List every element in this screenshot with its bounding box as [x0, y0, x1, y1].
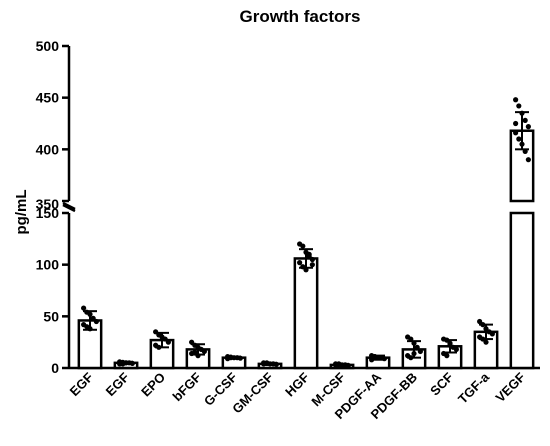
data-point	[264, 360, 270, 366]
y-axis-label: pg/mL	[13, 190, 30, 235]
data-point	[303, 267, 309, 273]
category-label: EPO	[138, 370, 168, 400]
y-tick-label: 500	[36, 38, 60, 54]
data-point	[408, 336, 414, 342]
y-tick-label: 50	[43, 308, 59, 324]
data-point	[522, 117, 528, 123]
data-point	[87, 326, 93, 332]
category-label: TGF-a	[455, 369, 493, 407]
data-point	[228, 355, 234, 361]
data-point	[189, 339, 195, 345]
data-point	[480, 336, 486, 342]
data-point	[447, 342, 453, 348]
data-point	[165, 339, 171, 345]
data-point	[87, 311, 93, 317]
data-point	[477, 318, 483, 325]
bar	[509, 211, 535, 370]
data-point	[516, 136, 522, 142]
data-point	[309, 256, 315, 263]
data-point	[90, 315, 96, 321]
category-label: EGF	[67, 369, 97, 399]
data-point	[408, 355, 414, 361]
axis-break-mark	[62, 203, 76, 213]
data-point	[519, 141, 525, 147]
data-point	[273, 361, 279, 367]
data-point	[237, 355, 243, 361]
y-tick-label: 0	[51, 360, 59, 376]
axes: 350 400 450 500 0 50 100 150	[36, 38, 540, 376]
data-point	[522, 148, 528, 154]
data-point	[300, 243, 306, 249]
data-point	[513, 120, 519, 127]
data-point	[336, 361, 342, 367]
data-point	[513, 97, 519, 103]
y-tick-label: 450	[36, 90, 60, 106]
category-label: HGF	[282, 369, 312, 399]
data-point	[414, 344, 420, 350]
data-point	[372, 354, 378, 360]
data-point	[369, 357, 375, 363]
data-point	[489, 331, 495, 337]
data-point	[444, 337, 450, 343]
y-tick-label: 100	[36, 257, 60, 273]
y-tick-label: 350	[36, 196, 60, 212]
bars-layer	[77, 97, 535, 370]
data-point	[525, 157, 531, 163]
category-label: VEGF	[492, 369, 528, 405]
category-label: SCF	[427, 369, 456, 398]
category-label: EGF	[103, 369, 133, 399]
chart-title: Growth factors	[240, 7, 361, 26]
data-point	[297, 260, 303, 266]
data-point	[525, 124, 531, 130]
data-point	[345, 362, 351, 369]
data-point	[195, 353, 201, 359]
data-point	[483, 339, 489, 345]
data-point	[153, 329, 159, 335]
data-point	[156, 344, 162, 350]
data-point	[411, 350, 417, 357]
data-point	[129, 360, 135, 366]
y-tick-label: 400	[36, 141, 60, 157]
data-point	[81, 305, 87, 311]
data-point	[306, 251, 312, 257]
data-point	[123, 360, 129, 366]
data-point	[93, 318, 99, 325]
y-tick-label: 150	[36, 205, 60, 221]
data-point	[519, 110, 525, 116]
data-point	[513, 130, 519, 136]
data-point	[162, 336, 168, 342]
data-point	[411, 340, 417, 346]
category-label: bFGF	[170, 369, 205, 404]
data-point	[516, 103, 522, 109]
data-point	[192, 349, 198, 356]
data-point	[480, 322, 486, 328]
data-point	[300, 264, 306, 270]
data-point	[444, 353, 450, 359]
data-point	[483, 326, 489, 332]
data-point	[453, 346, 459, 352]
axis-break-mark	[62, 201, 76, 211]
data-point	[309, 262, 315, 268]
data-point	[381, 356, 387, 362]
data-point	[417, 348, 423, 355]
data-point	[201, 348, 207, 355]
bar	[293, 257, 319, 370]
